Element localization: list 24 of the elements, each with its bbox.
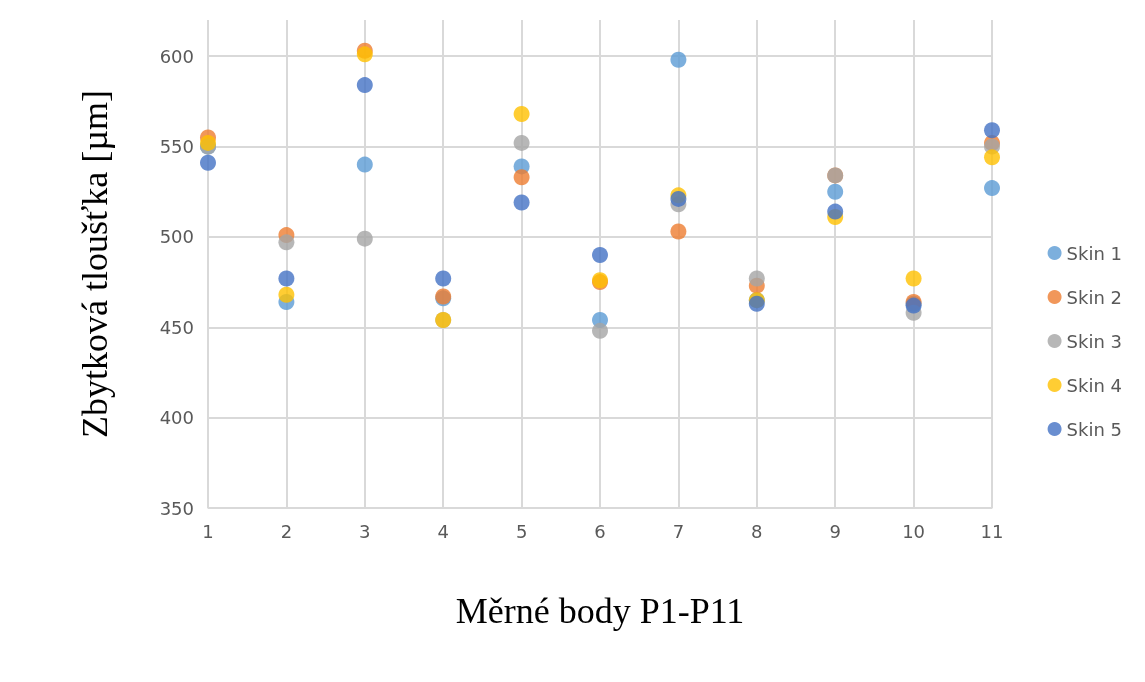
y-axis-title: Zbytková tloušťka [µm] [75,89,115,439]
y-tick-label: 350 [159,497,194,519]
legend-label: Skin 2 [1066,286,1122,308]
y-tick-label: 400 [159,407,194,429]
x-tick-label: 11 [980,520,1004,542]
x-tick-label: 3 [359,520,371,542]
x-tick-label: 10 [902,520,926,542]
x-tick-label: 9 [829,520,841,542]
legend-label: Skin 1 [1066,242,1122,264]
x-tick-label: 6 [594,520,606,542]
x-tick-label: 5 [515,520,528,542]
y-tick-label: 600 [159,45,194,67]
x-axis-title: Měrné body P1-P11 [455,591,745,631]
y-tick-label: 500 [159,226,194,248]
y-tick-label: 450 [159,316,194,338]
x-tick-label: 7 [672,520,685,542]
legend-label: Skin 5 [1066,418,1122,440]
x-tick-label: 1 [202,520,214,542]
legend-label: Skin 4 [1066,374,1122,396]
y-tick-label: 550 [159,136,194,158]
x-tick-label: 8 [751,520,763,542]
x-tick-label: 4 [437,520,449,542]
legend-label: Skin 3 [1066,330,1122,352]
x-tick-label: 2 [280,520,293,542]
